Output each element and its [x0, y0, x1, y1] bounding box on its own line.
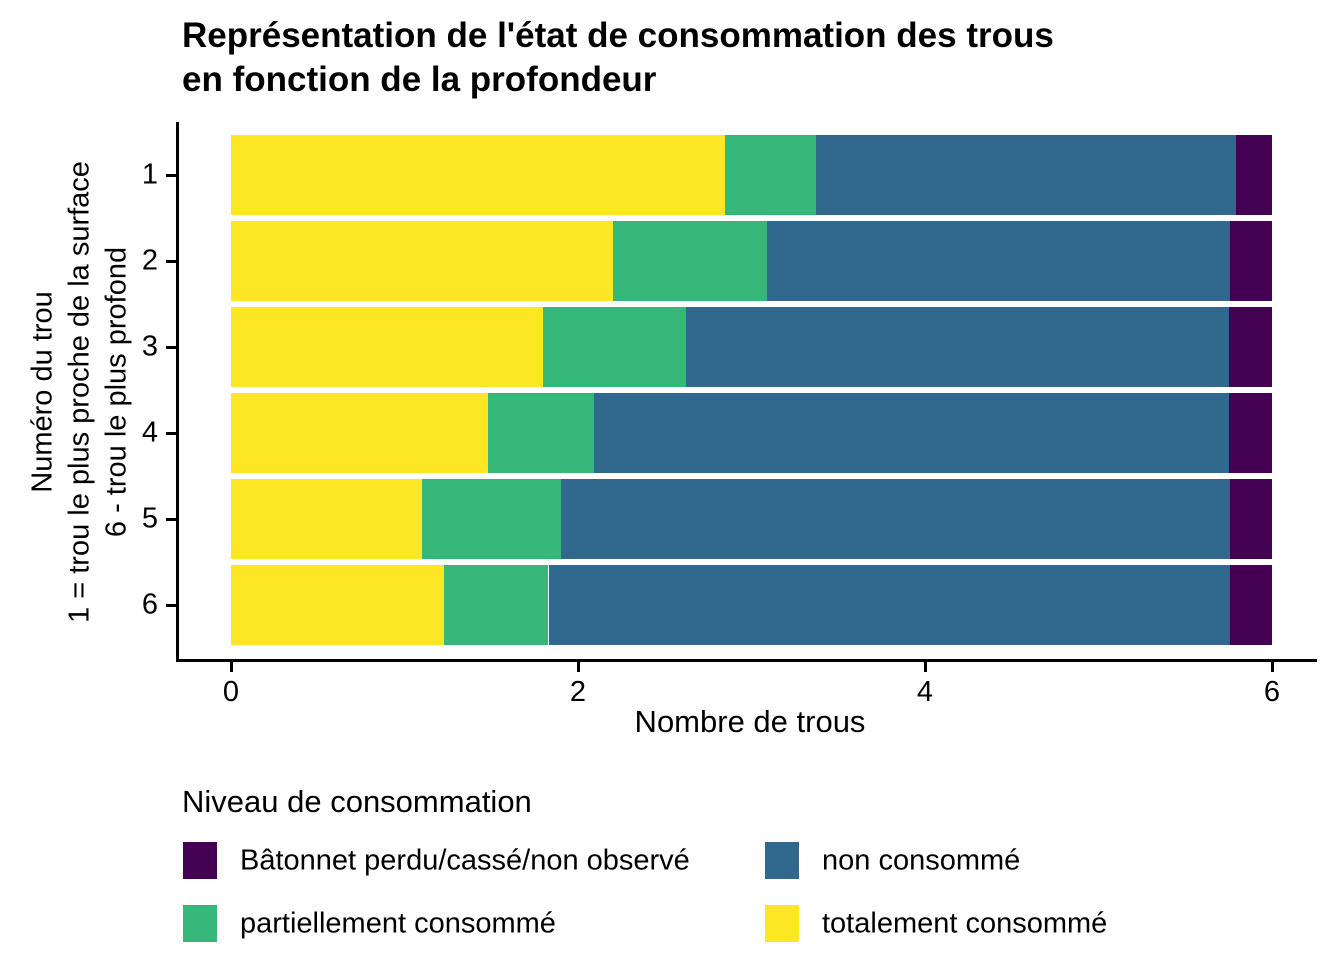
x-tick-label: 6 [1263, 676, 1281, 708]
y-axis-title-line3: 6 - trou le plus profond [100, 246, 133, 538]
legend-item-label: partiellement consommé [240, 907, 556, 939]
y-axis-tick [166, 431, 177, 435]
x-tick-label: 0 [222, 676, 240, 708]
bar-row-trou-2 [231, 221, 1272, 301]
y-axis-tick [166, 345, 177, 349]
bar-segment [231, 135, 726, 215]
bar-segment [612, 221, 768, 301]
bar-segment [1230, 479, 1272, 559]
bar-row-trou-1 [231, 135, 1272, 215]
bar-row-trou-4 [231, 393, 1272, 473]
bar-segment [487, 393, 594, 473]
y-axis-title-line2: 1 = trou le plus proche de la surface [63, 161, 96, 623]
bar-segment [1230, 221, 1272, 301]
bar-segment [815, 135, 1236, 215]
y-tick-label: 4 [141, 416, 158, 449]
y-tick-label: 2 [141, 244, 158, 277]
legend-title: Niveau de consommation [182, 784, 532, 819]
x-axis-tick [923, 662, 927, 672]
legend-swatch [765, 905, 799, 942]
bar-segment [1228, 393, 1272, 473]
legend-item-label: Bâtonnet perdu/cassé/non observé [240, 844, 690, 876]
y-tick-label: 6 [141, 588, 158, 621]
x-axis-tick [1270, 662, 1274, 672]
x-axis-tick [229, 662, 233, 672]
legend-swatch [183, 842, 217, 879]
bar-row-trou-6 [231, 565, 1272, 645]
bar-segment [1228, 307, 1272, 387]
bar-segment [231, 307, 544, 387]
bar-segment [1230, 565, 1272, 645]
x-tick-label: 4 [916, 676, 934, 708]
bar-segment [1235, 135, 1272, 215]
y-tick-label: 3 [141, 330, 158, 363]
y-tick-label: 1 [141, 158, 158, 191]
y-axis-tick [166, 173, 177, 177]
legend-item-label: totalement consommé [822, 907, 1108, 939]
chart-title: Représentation de l'état de consommation… [182, 14, 1054, 102]
bar-segment [685, 307, 1229, 387]
y-axis-title-line1: Numéro du trou [26, 291, 59, 493]
x-axis-line [176, 659, 1317, 662]
y-axis-title: Numéro du trou 1 = trou le plus proche d… [25, 92, 136, 692]
x-axis-title: Nombre de trous [634, 704, 866, 739]
y-axis-line [176, 122, 179, 662]
bar-row-trou-5 [231, 479, 1272, 559]
bar-segment [548, 565, 1231, 645]
bar-segment [421, 479, 561, 559]
bar-segment [231, 221, 613, 301]
x-axis-tick [576, 662, 580, 672]
y-axis-tick [166, 517, 177, 521]
bar-segment [725, 135, 816, 215]
bar-segment [231, 479, 422, 559]
bar-segment [231, 393, 488, 473]
legend-swatch [765, 842, 799, 879]
bar-row-trou-3 [231, 307, 1272, 387]
y-tick-label: 5 [141, 502, 158, 535]
bar-segment [560, 479, 1231, 559]
y-axis-tick [166, 259, 177, 263]
bar-segment [767, 221, 1231, 301]
bar-segment [593, 393, 1229, 473]
chart-title-line1: Représentation de l'état de consommation… [182, 16, 1054, 55]
y-axis-tick [166, 603, 177, 607]
legend-swatch [183, 905, 217, 942]
x-tick-label: 2 [569, 676, 587, 708]
chart-title-line2: en fonction de la profondeur [182, 60, 657, 99]
bar-segment [444, 565, 549, 645]
legend-item-label: non consommé [822, 844, 1021, 876]
bar-segment [543, 307, 686, 387]
bar-segment [231, 565, 445, 645]
